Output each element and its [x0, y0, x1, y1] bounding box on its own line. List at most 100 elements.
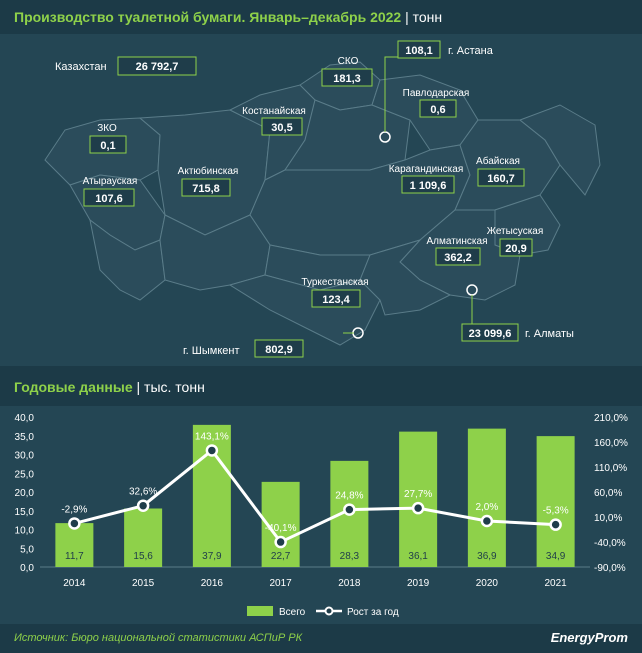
bar-value-label: 28,3 [340, 551, 360, 562]
title-text: Производство туалетной бумаги. Январь–де… [14, 9, 402, 25]
y-right-tick-label: -40,0% [594, 538, 626, 549]
y-left-tick-label: 40,0 [15, 413, 35, 424]
bar [399, 431, 438, 567]
region-vko [519, 104, 601, 196]
growth-label: 143,1% [195, 431, 229, 442]
region-name: Абайская [476, 155, 520, 167]
region-name: ЗКО [97, 123, 117, 134]
bar [55, 523, 94, 567]
x-tick-label: 2020 [476, 578, 499, 589]
region-value: 20,9 [505, 243, 526, 255]
y-right-tick-label: 210,0% [594, 413, 628, 424]
growth-label: -40,1% [265, 523, 297, 534]
growth-label: 27,7% [404, 489, 432, 500]
region-value: 0,6 [430, 104, 445, 116]
growth-point [274, 535, 287, 549]
region-zhetysu-box: Жетысуская 20,9 [487, 226, 543, 257]
region-value: 123,4 [322, 294, 350, 306]
source-text: Источник: Бюро национальной статистики А… [14, 632, 303, 644]
kazakhstan-label: Казахстан [55, 61, 107, 73]
page-title: Производство туалетной бумаги. Январь–де… [14, 9, 443, 25]
bar-value-label: 34,9 [546, 551, 566, 562]
region-almaty-city-box: 23 099,6 г. Алматы [461, 323, 574, 342]
region-value: 1 109,6 [410, 180, 447, 192]
kazakhstan-value: 26 792,7 [136, 61, 179, 73]
x-tick-label: 2017 [270, 578, 293, 589]
chart-header: Годовые данные | тыс. тонн [0, 366, 642, 406]
y-left-tick-label: 15,0 [15, 507, 35, 518]
x-tick-label: 2014 [63, 578, 86, 589]
region-value: 30,5 [271, 122, 292, 134]
y-right-tick-label: -90,0% [594, 563, 626, 574]
growth-point [205, 444, 219, 457]
region-name: Актюбинская [178, 165, 239, 177]
bar [536, 436, 575, 567]
region-atyrau-box: Атырауская 107,6 [83, 176, 137, 207]
bar-value-label: 36,9 [477, 551, 497, 562]
kazakhstan-total: Казахстан 26 792,7 [55, 56, 197, 76]
region-abai [454, 119, 561, 211]
region-name: г. Алматы [525, 328, 574, 340]
chart-title: Годовые данные | тыс. тонн [14, 379, 205, 395]
region-shymkent-box: г. Шымкент 802,9 [183, 339, 304, 358]
region-aktobe-box: Актюбинская 715,8 [178, 165, 239, 197]
region-zko-box: ЗКО 0,1 [89, 123, 127, 154]
legend-line-label: Рост за год [347, 607, 399, 618]
region-karaganda-box: Карагандинская 1 109,6 [389, 164, 464, 194]
region-value: 715,8 [192, 183, 220, 195]
growth-label: 2,0% [475, 502, 498, 513]
y-right-tick-label: 160,0% [594, 438, 628, 449]
growth-point [343, 503, 356, 516]
footer: Источник: Бюро национальной статистики А… [0, 624, 642, 653]
kazakhstan-map: Казахстан 26 792,7 ЗКО 0,1 Атырауская 10… [44, 40, 601, 358]
x-tick-label: 2015 [132, 578, 155, 589]
growth-point [480, 514, 494, 528]
map-panel: Казахстан 26 792,7 ЗКО 0,1 Атырауская 10… [0, 34, 642, 366]
region-mangystau [89, 218, 166, 301]
region-value: 362,2 [444, 252, 472, 264]
region-value: 181,3 [333, 73, 361, 85]
region-name: СКО [338, 56, 359, 67]
chart-title-text: Годовые данные [14, 379, 133, 395]
region-value: 160,7 [487, 173, 515, 185]
region-pavlodar-box: Павлодарская 0,6 [403, 88, 470, 118]
header: Производство туалетной бумаги. Январь–де… [0, 0, 642, 34]
growth-point [411, 501, 425, 515]
bar-value-label: 37,9 [202, 551, 222, 562]
growth-label: 24,8% [335, 491, 363, 502]
region-astana-box: 108,1 г. Астана [397, 40, 494, 59]
y-left-tick-label: 5,0 [20, 544, 34, 555]
region-name: Карагандинская [389, 164, 464, 175]
legend-bar-swatch [247, 606, 273, 616]
legend-bar-label: Всего [279, 607, 306, 618]
bar [467, 428, 506, 567]
bar-value-label: 11,7 [65, 551, 84, 562]
y-left-tick-label: 0,0 [20, 563, 34, 574]
region-value: 23 099,6 [469, 328, 512, 340]
region-value: 108,1 [405, 45, 433, 57]
x-tick-label: 2019 [407, 578, 430, 589]
region-name: г. Шымкент [183, 345, 240, 357]
region-value: 802,9 [265, 344, 293, 356]
region-turkestan-box: Туркестанская 123,4 [301, 277, 369, 308]
region-name: Павлодарская [403, 88, 470, 99]
map-value-boxes: Казахстан 26 792,7 ЗКО 0,1 Атырауская 10… [55, 40, 574, 358]
brand-logo: EnergyProm [550, 630, 628, 645]
y-left-tick-label: 20,0 [15, 488, 35, 499]
legend-line-marker [324, 606, 334, 616]
region-kostanay-box: Костанайская 30,5 [242, 106, 306, 136]
y-left-tick-label: 10,0 [15, 526, 35, 537]
x-tick-label: 2021 [545, 578, 568, 589]
region-name: Костанайская [242, 106, 306, 117]
growth-line [74, 448, 556, 544]
region-name: г. Астана [448, 45, 494, 57]
region-value: 0,1 [100, 140, 115, 152]
bar-value-label: 15,6 [133, 551, 153, 562]
chart-panel: 0,0 5,0 10,0 15,0 20,0 25,0 30,0 35,0 40,0 -90,0%… [0, 406, 642, 624]
region-value: 107,6 [95, 193, 123, 205]
y-left-tick-label: 30,0 [15, 451, 35, 462]
title-unit: тонн [412, 9, 443, 25]
bar [124, 508, 163, 567]
region-abai-box: Абайская 160,7 [476, 155, 525, 187]
growth-label: 32,6% [129, 487, 157, 498]
